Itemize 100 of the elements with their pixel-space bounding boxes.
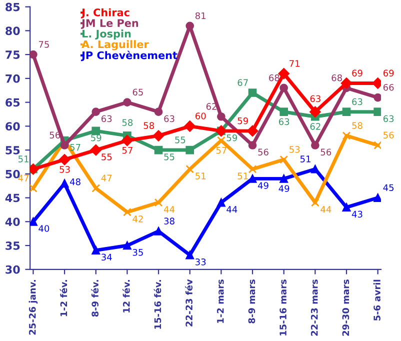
data-label: 49 [258,182,268,189]
data-label: 47 [18,174,29,182]
y-tick-label: 50 [6,170,20,178]
y-tick-label: 75 [6,50,20,59]
data-label: 59 [226,134,238,142]
data-label: 43 [352,210,362,218]
point [60,141,69,150]
data-label: 57 [122,147,132,154]
data-label: 65 [132,88,143,96]
point [58,154,70,166]
legend-label: L. Jospin [82,30,131,40]
data-label: 57 [216,147,226,154]
point [248,164,257,174]
point [123,98,132,106]
legend-label: A. Laguiller [82,40,149,50]
y-tick-label: 55 [6,146,20,154]
data-label: 44 [226,206,238,213]
point [186,250,194,260]
point [186,146,194,154]
data-label: 71 [290,60,300,67]
legend-label: J. Chirac [80,8,130,18]
point [280,174,288,183]
y-tick-label: 65 [6,98,20,107]
point [60,179,69,188]
point [90,144,102,156]
point [154,108,163,116]
data-label: 68 [269,74,280,82]
data-label: 58 [352,122,362,129]
point [217,198,226,207]
data-label: 63 [278,118,290,126]
data-label: 51 [196,172,206,180]
data-label: 45 [383,184,394,192]
data-label: 63 [383,115,394,122]
y-tick-label: 40 [5,218,20,226]
x-tick-label: 22-23 fév [185,279,192,326]
data-label: 53 [290,146,300,153]
point [92,184,100,192]
y-tick-label: 70 [6,74,20,83]
data-label: 60 [195,112,206,120]
point [374,194,381,202]
data-label: 56 [258,148,268,156]
data-label: 56 [320,148,332,156]
point [310,141,320,150]
point [30,217,38,226]
y-tick-label: 30 [6,265,20,274]
point [92,246,100,254]
x-tick-label: 15-16 mars [280,280,286,336]
data-label: 35 [132,248,143,256]
data-label: 68 [332,74,342,82]
x-tick-label: 22-23 mars [310,280,318,336]
data-label: 58 [122,119,133,126]
point [217,112,226,121]
point [340,78,352,89]
data-label: 63 [101,115,112,122]
data-label: 55 [102,154,112,160]
legend-label: JP Chevènement [80,50,178,62]
data-label: 44 [164,206,174,213]
data-label: 56 [384,132,394,139]
point [374,141,381,150]
y-tick-label: 80 [6,26,20,36]
data-label: 49 [278,185,290,192]
data-label: 33 [196,258,206,266]
x-tick-label: 8-9 fév. [91,280,98,317]
point [374,108,381,116]
legend-label: JM Le Pen [80,19,138,29]
data-label: 55 [175,136,186,144]
data-label: 51 [18,156,28,162]
point [374,93,381,102]
x-tick-label: 5-6 avril [373,280,380,320]
data-label: 34 [102,254,112,261]
x-tick-label: 1-2 fév. [60,280,68,316]
data-label: 44 [320,206,332,213]
data-label: 55 [164,154,174,160]
point [152,130,164,142]
data-label: 48 [70,178,80,186]
point [310,164,320,174]
point [184,120,196,132]
data-label: 62 [310,123,320,130]
point [30,50,38,59]
point [92,108,100,116]
data-label: 58 [144,122,154,129]
data-label: 69 [352,70,362,76]
data-label: 66 [383,84,394,91]
x-tick-label: 15-16 fév. [154,280,162,329]
point [342,203,351,212]
point [246,125,258,137]
data-label: 59 [238,117,248,124]
point [154,146,163,154]
point [248,141,257,150]
data-label: 51 [300,156,310,162]
point [280,84,288,92]
point [310,106,321,118]
data-label: 67 [238,79,248,86]
point [310,198,320,207]
point [342,132,351,140]
x-tick-label: 12 fév. [122,280,130,312]
data-label: 42 [132,216,143,222]
data-label: 63 [352,98,362,106]
point [122,134,133,146]
data-label: 75 [38,41,49,48]
